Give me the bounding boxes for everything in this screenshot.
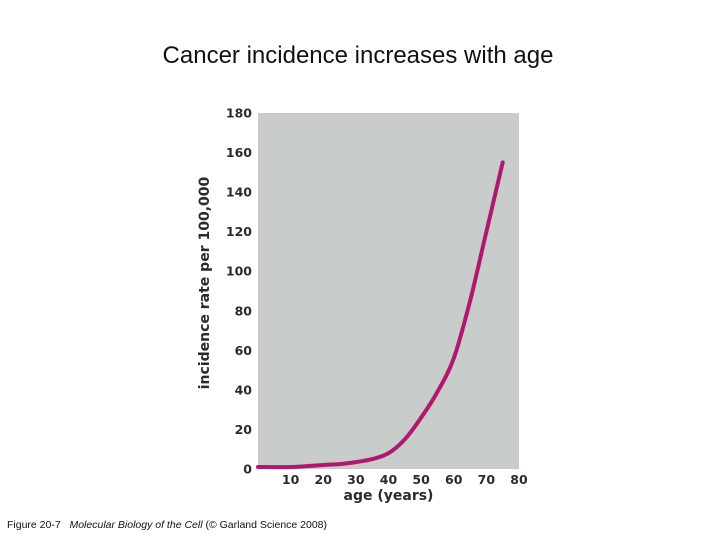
y-tick-label: 20 xyxy=(235,422,253,437)
y-tick-label: 80 xyxy=(235,303,253,318)
plot-area xyxy=(258,113,519,469)
caption-figure: Figure 20-7 xyxy=(7,519,61,531)
caption-book: Molecular Biology of the Cell xyxy=(69,519,203,531)
y-tick-label: 60 xyxy=(235,343,253,358)
y-tick-label: 100 xyxy=(226,264,252,279)
y-tick-labels: 0 20 40 60 80 100 120 140 160 180 xyxy=(226,106,252,477)
x-tick-label: 70 xyxy=(478,472,496,487)
x-tick-label: 40 xyxy=(380,472,398,487)
x-tick-label: 60 xyxy=(445,472,463,487)
x-tick-label: 80 xyxy=(510,472,528,487)
x-tick-label: 50 xyxy=(412,472,430,487)
x-tick-labels: 10 20 30 40 50 60 70 80 xyxy=(282,472,528,487)
y-tick-label: 160 xyxy=(226,145,252,160)
x-tick-label: 10 xyxy=(282,472,300,487)
incidence-curve xyxy=(256,160,505,470)
x-tick-label: 30 xyxy=(347,472,365,487)
caption-credit: (© Garland Science 2008) xyxy=(205,519,328,531)
x-tick-label: 20 xyxy=(315,472,333,487)
y-tick-label: 140 xyxy=(226,185,252,200)
y-tick-label: 180 xyxy=(226,106,252,121)
figure-caption: Figure 20-7 Molecular Biology of the Cel… xyxy=(7,519,327,531)
y-tick-label: 120 xyxy=(226,224,252,239)
y-tick-label: 0 xyxy=(243,462,252,477)
x-axis-label: age (years) xyxy=(344,488,434,504)
slide-title: Cancer incidence increases with age xyxy=(162,42,554,69)
y-tick-label: 40 xyxy=(235,382,253,397)
y-axis-label: incidence rate per 100,000 xyxy=(197,177,213,390)
